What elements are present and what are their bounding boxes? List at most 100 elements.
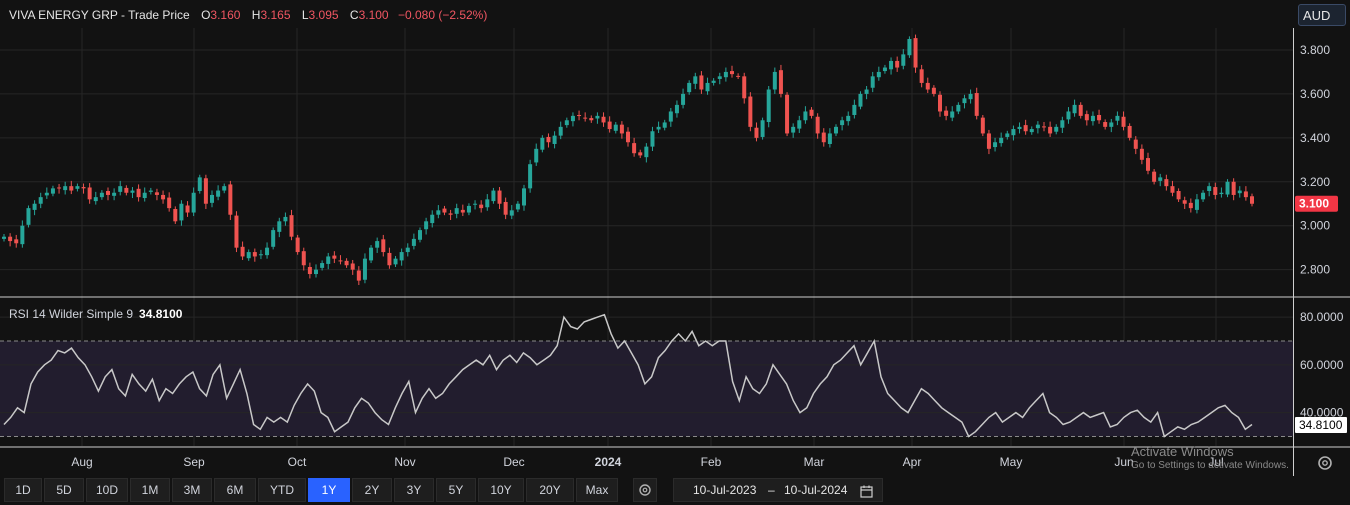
candle-body [632,143,637,154]
candle-body [387,252,392,266]
candle-body [1029,129,1034,133]
candle-body [674,104,679,114]
range-button-2y[interactable]: 2Y [352,478,392,502]
range-button-5d[interactable]: 5D [44,478,84,502]
range-button-5y[interactable]: 5Y [436,478,476,502]
calendar-icon[interactable] [860,483,873,505]
candle-body [1243,191,1248,198]
candle-body [815,116,820,134]
candle-body [399,252,404,261]
rsi-last-value-tag [1295,416,1347,433]
candle-body [583,117,588,119]
candle-body [956,104,961,112]
candle-body [534,148,539,163]
candle-body [619,124,624,134]
candle-body [1201,192,1206,200]
candle-body [1176,190,1181,200]
candle-body [411,238,416,246]
candle-body [216,190,221,197]
range-button-3m[interactable]: 3M [172,478,212,502]
range-button-20y[interactable]: 20Y [526,478,574,502]
candle-body [314,269,318,275]
price-axis-tick-label: 3.600 [1300,87,1330,101]
candle-body [999,137,1004,144]
rsi-axis-tick-label: 80.0000 [1300,310,1344,324]
low-value: 3.095 [308,8,339,22]
candle-body [405,247,410,253]
candle-body [931,87,936,94]
candle-body [980,117,985,134]
range-button-3y[interactable]: 3Y [394,478,434,502]
candle-body [827,133,832,144]
candle-body [1170,186,1175,193]
range-button-max[interactable]: Max [576,478,618,502]
candle-body [772,71,777,90]
candle-body [626,131,630,143]
watermark-title: Activate Windows [1131,444,1234,459]
range-settings-icon[interactable] [633,478,657,502]
candle-body [938,94,942,112]
date-from[interactable]: 10-Jul-2023 [693,483,757,497]
candle-body [381,239,386,253]
candle-body [326,256,331,264]
candle-body [515,203,520,210]
candle-body [203,178,208,204]
candle-body [882,67,887,72]
candle-body [473,203,478,205]
rsi-axis-tick-label: 60.0000 [1300,358,1344,372]
range-button-10y[interactable]: 10Y [478,478,524,502]
activate-windows-watermark: Activate Windows Go to Settings to activ… [1131,444,1289,471]
low-label: L [301,8,309,22]
candle-body [2,236,6,239]
candle-body [736,75,741,77]
range-button-1d[interactable]: 1D [4,478,42,502]
candle-body [1035,124,1040,129]
price-axis-tick-label: 3.800 [1300,43,1330,57]
candle-body [503,201,508,215]
currency-selector[interactable]: AUD [1298,4,1346,26]
candle-body [993,142,998,148]
candle-body [118,186,123,192]
candle-body [210,194,214,203]
candle-body [362,258,367,280]
candle-body [222,186,227,191]
candle-body [564,120,569,126]
candle-body [295,237,300,253]
candle-body [864,89,869,94]
range-button-6m[interactable]: 6M [214,478,256,502]
candle-body [552,135,557,144]
last-price-tag [1295,195,1338,212]
x-axis-tick-label: Oct [288,455,307,469]
candle-body [234,215,239,248]
range-button-1m[interactable]: 1M [130,478,170,502]
candle-body [191,192,196,213]
candle-body [1090,115,1095,122]
candle-body [130,190,135,193]
chart-canvas[interactable]: Aug Sep Oct Nov Dec 2024 Feb Mar Apr May Jun Jul 3.8… [0,0,1350,476]
watermark-subtitle: Go to Settings to activate Windows. [1131,460,1289,471]
range-button-1y[interactable]: 1Y [308,478,350,502]
candle-body [791,126,796,133]
candle-body [491,190,496,202]
candle-body [540,137,545,150]
range-button-ytd[interactable]: YTD [258,478,306,502]
candle-body [142,192,147,199]
candle-body [369,247,374,261]
candle-body [173,209,178,222]
x-axis-tick-label: Mar [804,455,825,469]
candle-body [1097,114,1102,121]
close-label: C [349,8,359,22]
range-button-10d[interactable]: 10D [86,478,128,502]
high-label: H [251,8,261,22]
candle-body [1054,126,1059,132]
candle-body [1188,202,1193,209]
candle-body [974,93,979,116]
candle-body [20,225,25,245]
candle-body [418,230,422,240]
date-to[interactable]: 10-Jul-2024 [784,483,848,497]
chart-settings-icon[interactable] [1316,454,1334,472]
candle-body [332,255,337,259]
date-range-picker[interactable]: 10-Jul-2023 – 10-Jul-2024 [673,478,883,502]
candle-body [320,263,325,268]
